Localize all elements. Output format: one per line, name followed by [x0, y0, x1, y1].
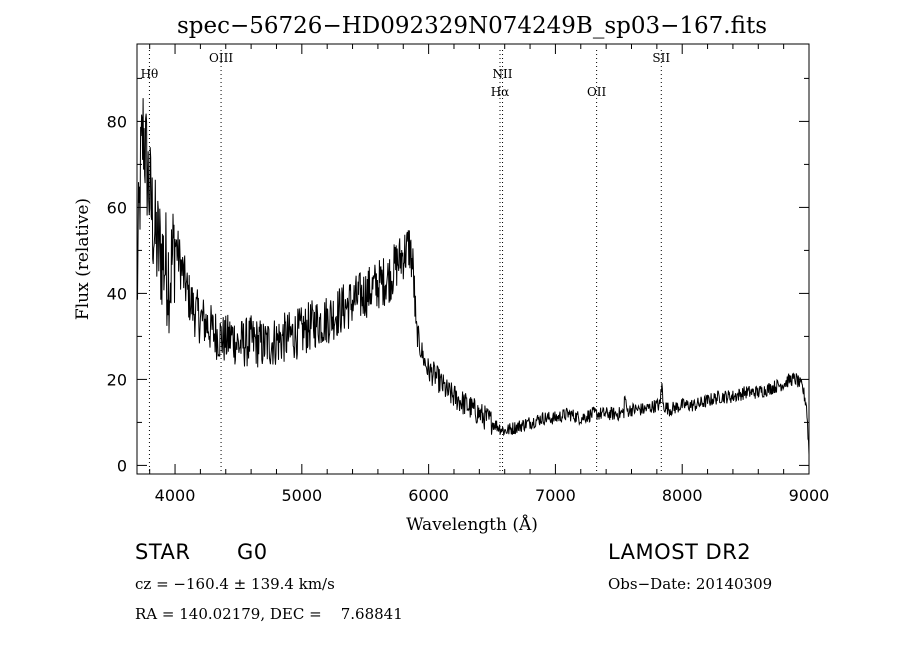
object-class: STAR	[135, 540, 191, 564]
x-tick-label: 8000	[662, 486, 703, 505]
chart-title: spec−56726−HD092329N074249B_sp03−167.fit…	[177, 13, 767, 39]
spectrum-series	[136, 98, 810, 455]
line-marker-label: OIII	[209, 51, 233, 65]
x-tick-label: 4000	[155, 486, 196, 505]
y-tick-label: 80	[107, 112, 127, 131]
observation-date: Obs−Date: 20140309	[608, 575, 773, 593]
y-tick-label: 40	[107, 284, 127, 303]
y-tick-label: 20	[107, 370, 127, 389]
emission-line-markers: Hθ OIII NII Hα OII SII	[141, 50, 670, 474]
x-tick-label: 9000	[789, 486, 830, 505]
y-tick-label: 0	[117, 456, 127, 475]
y-tick-label: 60	[107, 198, 127, 217]
coordinates: RA = 140.02179, DEC = 7.68841	[135, 605, 403, 623]
line-marker-label: Hα	[491, 85, 510, 99]
line-marker-label: SII	[652, 51, 670, 65]
plot-frame	[136, 43, 810, 475]
x-tick-label: 5000	[281, 486, 322, 505]
redshift-velocity: cz = −160.4 ± 139.4 km/s	[135, 575, 335, 593]
line-marker-label: OII	[587, 85, 607, 99]
x-tick-label: 7000	[535, 486, 576, 505]
object-subclass: G0	[237, 540, 268, 564]
y-axis-ticks: 0 20 40 60 80	[107, 77, 809, 475]
line-marker-label: NII	[493, 67, 513, 81]
x-axis-ticks: 4000 5000 6000 7000 8000 9000	[149, 44, 830, 505]
x-axis-label: Wavelength (Å)	[406, 514, 538, 535]
x-tick-label: 6000	[408, 486, 449, 505]
survey-name: LAMOST DR2	[608, 540, 752, 564]
y-axis-label: Flux (relative)	[73, 198, 93, 320]
line-marker-label: Hθ	[141, 67, 159, 81]
spectrum-line	[136, 98, 810, 455]
